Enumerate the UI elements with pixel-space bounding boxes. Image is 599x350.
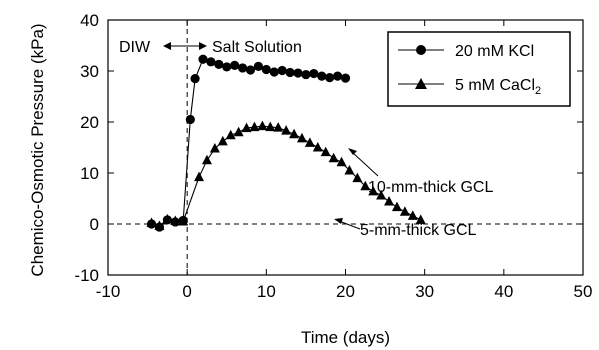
cacl2-data-point [209, 143, 220, 153]
cacl2-data-point [399, 206, 410, 216]
cacl2-data-point [296, 132, 307, 143]
cacl2-data-point [281, 125, 292, 135]
y-tick-label: 30 [80, 62, 99, 81]
kcl-data-point [261, 64, 271, 75]
cacl2-data-point [162, 213, 173, 224]
cacl2-data-point [225, 129, 236, 140]
x-tick-label: -10 [96, 282, 121, 301]
double-arrow [163, 42, 207, 50]
legend: 20 mM KCl 5 mM CaCl2 [387, 31, 571, 107]
kcl-data-point [185, 114, 195, 125]
annotation-salt-solution: Salt Solution [212, 39, 302, 56]
cacl2-data-point [368, 185, 379, 196]
kcl-data-point [190, 74, 200, 84]
cacl2-data-point [178, 215, 189, 226]
cacl2-data-point [360, 180, 371, 191]
x-tick-label: 50 [574, 282, 593, 301]
y-tick-label: 20 [80, 113, 99, 132]
kcl-data-point [206, 57, 216, 67]
arrow-5mm-gcl [334, 218, 361, 230]
kcl-data-point [245, 65, 256, 75]
legend-box [387, 31, 571, 107]
data-markers [146, 54, 426, 232]
kcl-data-point [198, 54, 208, 64]
cacl2-data-point [376, 189, 387, 200]
cacl2-data-point [352, 172, 363, 183]
annotation-diw: DIW [119, 39, 151, 56]
x-axis-title: Time (days) [301, 328, 390, 347]
kcl-data-point [253, 61, 264, 72]
kcl-data-point [301, 69, 311, 80]
cacl2-data-point [241, 122, 252, 133]
y-tick-label: 40 [80, 11, 99, 30]
cacl2-data-point [407, 210, 418, 220]
cacl2-data-point [233, 126, 244, 137]
cacl2-data-point [249, 121, 260, 132]
legend-circle-marker [416, 45, 426, 55]
y-axis-title: Chemico-Osmotic Pressure (kPa) [28, 23, 47, 276]
kcl-data-point [332, 71, 343, 81]
x-tick-label: 0 [182, 282, 191, 301]
arrow-10mm-gcl [348, 148, 379, 177]
cacl2-data-point [289, 128, 300, 139]
cacl2-data-point [320, 146, 331, 157]
x-tick-label: 40 [494, 282, 513, 301]
cacl2-data-point [170, 215, 181, 225]
x-tick-label: 20 [336, 282, 355, 301]
cacl2-data-point [273, 122, 284, 132]
x-tick-label: 10 [257, 282, 276, 301]
cacl2-data-point [336, 156, 347, 167]
cacl2-data-point [328, 152, 339, 163]
cacl2-data-point [391, 201, 402, 212]
cacl2-data-point [217, 135, 228, 146]
series-line-0 [151, 58, 346, 228]
annotation-5mm-gcl: 5-mm-thick GCL [360, 222, 477, 239]
kcl-data-point [340, 73, 351, 83]
y-tick-label: 10 [80, 164, 99, 183]
kcl-data-point [222, 62, 232, 72]
series-line-1 [151, 125, 421, 227]
kcl-data-point [214, 59, 224, 69]
cacl2-data-point [146, 217, 157, 227]
cacl2-data-point [344, 164, 355, 175]
cacl2-data-point [201, 154, 212, 165]
legend-triangle-marker [415, 78, 427, 89]
kcl-data-point [293, 68, 303, 78]
y-tick-label: 0 [90, 215, 99, 234]
kcl-data-point [285, 67, 295, 78]
legend-label-cacl2-sub: 2 [535, 85, 541, 97]
kcl-data-point [317, 71, 327, 81]
kcl-data-point [309, 68, 319, 79]
axis-ticks: -10 0 10 20 30 40 50 -10 0 10 20 30 40 [74, 11, 592, 301]
legend-label-cacl2-main: 5 mM CaCl [455, 77, 535, 94]
legend-label-kcl: 20 mM KCl [455, 43, 534, 60]
kcl-data-point [237, 63, 248, 73]
kcl-data-point [325, 73, 335, 83]
kcl-data-point [230, 60, 240, 70]
kcl-data-point [269, 67, 279, 77]
legend-label-cacl2: 5 mM CaCl2 [455, 77, 541, 97]
annotation-10mm-gcl: 10-mm-thick GCL [368, 179, 493, 196]
cacl2-data-point [384, 196, 395, 206]
cacl2-data-point [154, 220, 165, 231]
cacl2-data-point [312, 142, 323, 152]
x-tick-label: 30 [415, 282, 434, 301]
kcl-data-point [277, 65, 287, 76]
fit-curves [151, 58, 421, 228]
cacl2-data-point [265, 121, 276, 132]
cacl2-data-point [194, 171, 205, 182]
y-tick-label: -10 [74, 266, 99, 285]
cacl2-data-point [415, 214, 426, 224]
cacl2-data-point [304, 137, 315, 147]
cacl2-data-point [257, 120, 268, 131]
